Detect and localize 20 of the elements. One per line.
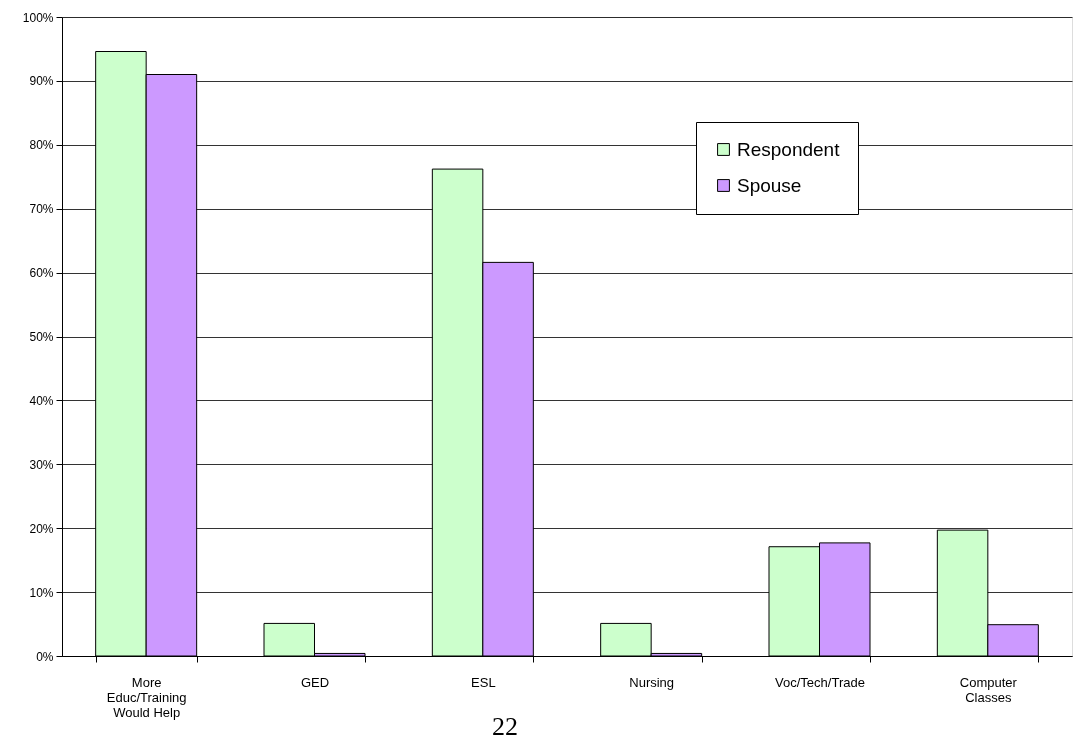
y-tick-label: 0% [36,649,54,664]
legend-label: Respondent [737,138,841,160]
text: 22 [492,712,518,741]
x-tick-label: Computer Classes [959,674,1018,705]
y-tick-label: 70% [29,202,54,217]
y-tick-label: 30% [29,457,54,472]
x-tick-label: Nursing [629,674,675,690]
y-tick-label: 80% [29,138,54,153]
x-tick-label: More Educ/Training Would Help [106,674,187,720]
y-tick-label: 20% [29,521,54,536]
y-tick-label: 40% [29,393,54,408]
y-tick-label: 50% [29,330,54,344]
x-tick-label: GED [300,674,330,690]
y-tick-label: 10% [29,585,54,600]
y-tick-label: 90% [29,74,54,89]
x-tick-label: ESL [471,674,496,690]
y-tick-label: 100% [22,10,54,25]
x-tick-label: Voc/Tech/Trade [775,674,865,690]
y-tick-label: 60% [29,266,54,281]
legend-label: Spouse [737,174,802,196]
